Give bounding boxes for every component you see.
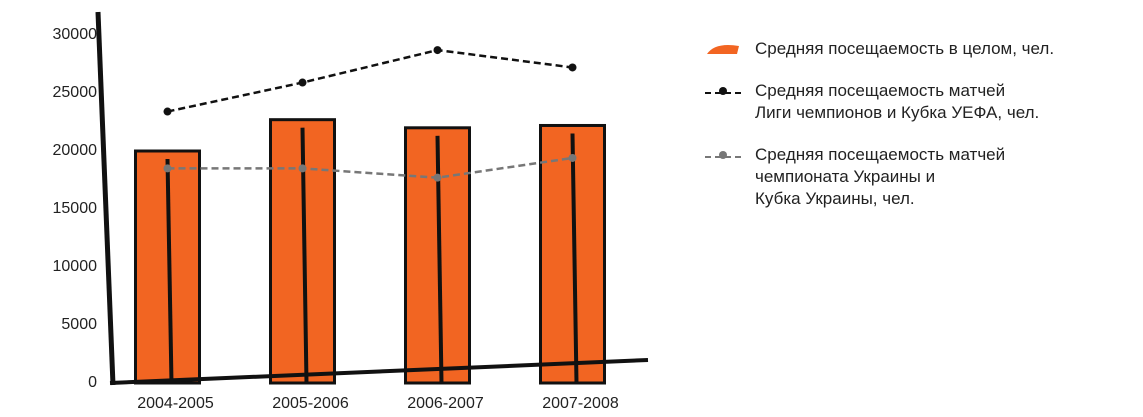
y-tick-label: 20000	[53, 142, 98, 159]
line-marker	[299, 79, 307, 87]
line-marker	[569, 154, 577, 162]
legend-item: Средняя посещаемость в целом, чел.	[705, 38, 1135, 60]
line-marker	[434, 46, 442, 54]
y-tick-label: 5000	[61, 316, 97, 333]
legend-item: Средняя посещаемость матчей чемпионата У…	[705, 144, 1135, 210]
page: {"chart_data": {"type": "bar-line", "cat…	[0, 0, 1143, 417]
y-tick-label: 0	[88, 374, 97, 391]
x-tick-label: 2005-2006	[272, 395, 349, 412]
x-tick-label: 2004-2005	[137, 395, 214, 412]
legend-label: Средняя посещаемость в целом, чел.	[755, 39, 1054, 58]
x-tick-label: 2006-2007	[407, 395, 484, 412]
line-marker	[569, 63, 577, 71]
legend-swatch	[705, 146, 745, 164]
chart: 0 5000 10000 15000 20000 25000 30000 2004-2005 2…	[0, 0, 680, 417]
line-marker	[299, 164, 307, 172]
line	[168, 158, 573, 178]
legend-swatch	[705, 40, 745, 58]
legend-label: Средняя посещаемость матчей чемпионата У…	[755, 145, 1005, 208]
legend-label: Средняя посещаемость матчей Лиги чемпион…	[755, 81, 1039, 122]
y-tick-label: 10000	[53, 258, 98, 275]
y-tick-label: 25000	[53, 84, 98, 101]
line-marker	[164, 108, 172, 116]
line-marker	[164, 164, 172, 172]
line-marker	[434, 174, 442, 182]
line	[168, 50, 573, 111]
y-tick-label: 15000	[53, 200, 98, 217]
legend-swatch	[705, 82, 745, 100]
legend: Средняя посещаемость в целом, чел. Средня…	[705, 38, 1135, 230]
y-axis	[98, 12, 113, 385]
legend-item: Средняя посещаемость матчей Лиги чемпион…	[705, 80, 1135, 124]
x-tick-label: 2007-2008	[542, 395, 619, 412]
y-tick-label: 30000	[53, 26, 98, 43]
